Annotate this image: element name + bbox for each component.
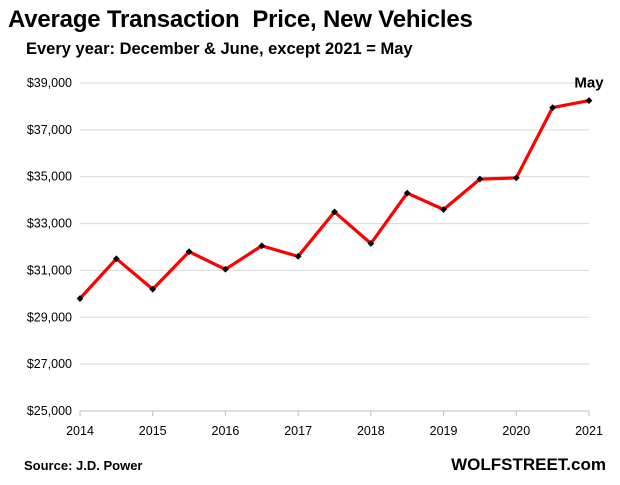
data-point [185, 248, 193, 256]
x-tick-label: 2014 [66, 424, 94, 438]
data-point [258, 242, 266, 250]
data-point [76, 295, 84, 302]
x-tick-label: 2020 [502, 424, 530, 438]
data-point [549, 104, 557, 111]
data-point [222, 265, 229, 273]
x-tick-label: 2016 [212, 424, 240, 438]
data-point [440, 206, 447, 213]
chart-subtitle: Every year: December & June, except 2021… [26, 40, 413, 58]
annotation-label: May [574, 75, 604, 92]
x-tick-label: 2017 [284, 424, 312, 438]
x-tick-labels: 2014 2015 2016 2017 2018 2019 2020 2021 [66, 424, 603, 438]
data-point [367, 240, 375, 247]
axes [79, 410, 590, 416]
x-tick-label: 2018 [357, 424, 385, 438]
y-tick-label: $25,000 [27, 404, 72, 418]
source-note: Source: J.D. Power [24, 458, 143, 473]
y-tick-label: $27,000 [27, 357, 72, 371]
y-tick-label: $33,000 [27, 217, 72, 231]
data-point [476, 175, 484, 183]
x-tick-label: 2015 [139, 424, 167, 438]
chart-title: Average Transaction Price, New Vehicles [8, 6, 473, 33]
data-point [331, 208, 338, 216]
data-point [112, 255, 120, 263]
y-tick-label: $31,000 [27, 263, 72, 277]
y-tick-label: $39,000 [27, 76, 72, 90]
data-point [403, 189, 411, 197]
y-tick-labels: $25,000 $27,000 $29,000 $31,000 $33,000 $35,0… [27, 76, 72, 418]
y-tick-label: $35,000 [27, 170, 72, 184]
annotations: May [574, 75, 604, 92]
brand-logo-text: WOLFSTREET.com [451, 455, 606, 474]
data-point [149, 285, 157, 293]
data-point [585, 97, 593, 104]
data-point [294, 252, 302, 260]
grid-lines [80, 82, 589, 365]
x-tick-label: 2021 [575, 424, 603, 438]
y-tick-label: $29,000 [27, 310, 72, 324]
x-tick-label: 2019 [430, 424, 458, 438]
data-point [512, 174, 520, 182]
series-layer [76, 97, 593, 302]
y-tick-label: $37,000 [27, 123, 72, 137]
